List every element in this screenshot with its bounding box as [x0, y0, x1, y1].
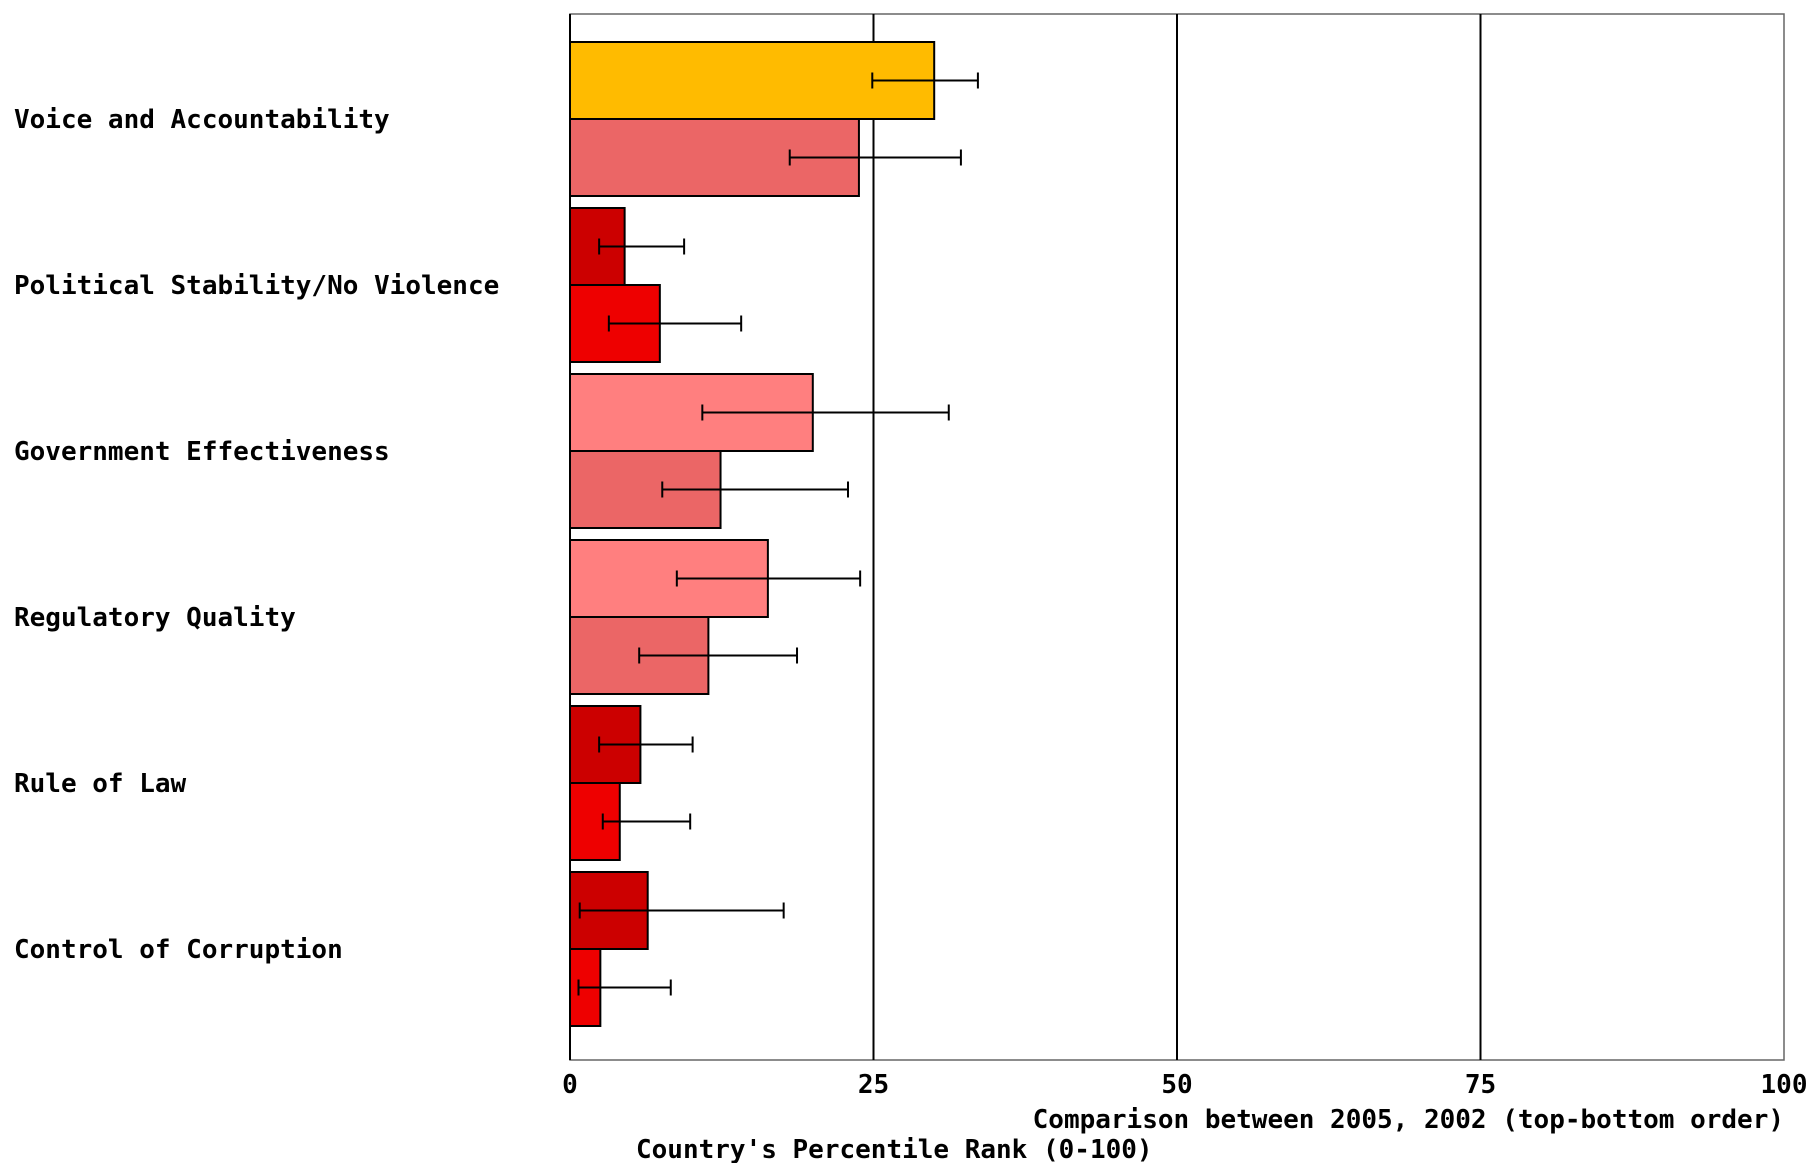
x-tick-label: 25	[858, 1070, 889, 1100]
category-label: Regulatory Quality	[14, 603, 296, 633]
category-label: Voice and Accountability	[14, 105, 390, 135]
x-axis-label: Country's Percentile Rank (0-100)	[636, 1135, 1153, 1163]
x-tick-label: 100	[1761, 1070, 1808, 1100]
category-label: Government Effectiveness	[14, 437, 390, 467]
x-tick-labels: 0 25 50 75 100	[562, 1070, 1807, 1100]
x-tick-label: 0	[562, 1070, 578, 1100]
x-tick-label: 50	[1161, 1070, 1192, 1100]
category-label: Rule of Law	[14, 769, 187, 799]
x-tick-label: 75	[1465, 1070, 1496, 1100]
category-label: Control of Corruption	[14, 935, 343, 965]
category-label: Political Stability/No Violence	[14, 271, 499, 301]
error-bars	[577, 72, 979, 996]
comparison-note: Comparison between 2005, 2002 (top-botto…	[1033, 1105, 1784, 1135]
category-labels: Voice and Accountability Political Stabil…	[14, 105, 499, 965]
bars	[569, 41, 936, 1027]
